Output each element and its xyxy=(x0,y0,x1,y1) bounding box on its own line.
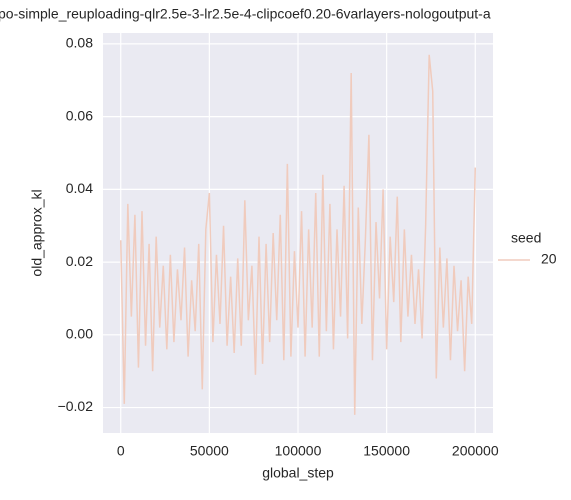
legend-title: seed xyxy=(511,230,541,246)
y-axis-label: old_approx_kl xyxy=(29,189,45,276)
x-axis-label: global_step xyxy=(262,465,334,481)
x-tick-label: 50000 xyxy=(190,443,229,459)
x-tick-label: 0 xyxy=(117,443,125,459)
marks xyxy=(119,54,477,415)
y-tick-label: 0.02 xyxy=(66,253,93,269)
chart-title: po-simple_reuploading-qlr2.5e-3-lr2.5e-4… xyxy=(0,6,491,22)
y-tick-label: −0.02 xyxy=(58,398,94,414)
y-tick-label: 0.00 xyxy=(66,326,93,342)
y-tick-label: 0.04 xyxy=(66,180,93,196)
y-tick-label: 0.08 xyxy=(66,35,93,51)
x-tick-label: 100000 xyxy=(275,443,322,459)
x-tick-label: 150000 xyxy=(363,443,410,459)
legend-label: 20 xyxy=(541,251,557,267)
y-tick-label: 0.06 xyxy=(66,107,93,123)
x-tick-label: 200000 xyxy=(452,443,499,459)
grid xyxy=(103,33,493,433)
line xyxy=(119,54,477,415)
